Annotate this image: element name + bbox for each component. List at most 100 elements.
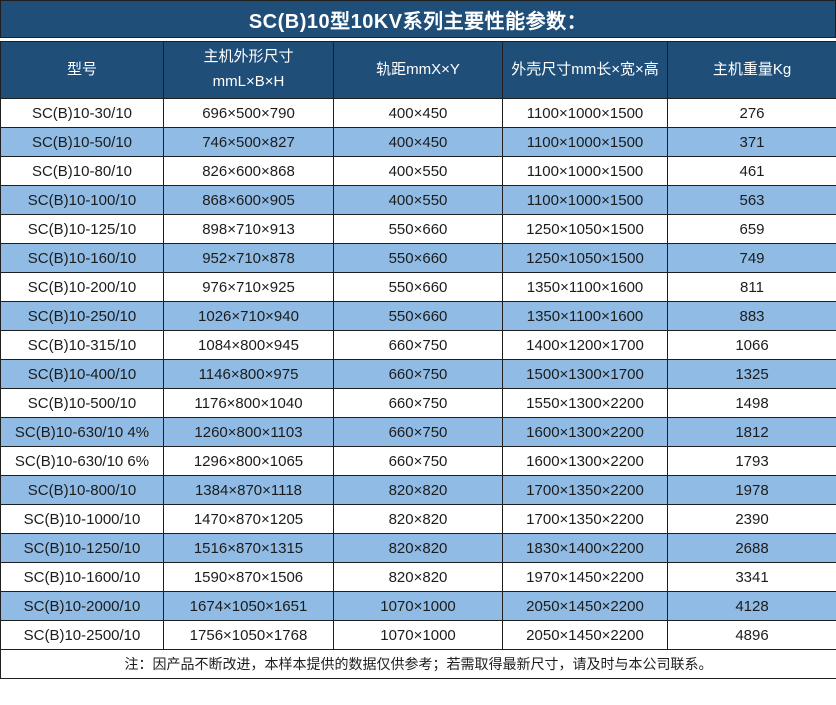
dimensions-cell: 1756×1050×1768 (163, 620, 334, 650)
column-header-5: 主机重量Kg (667, 41, 836, 99)
weight-cell: 461 (667, 156, 836, 186)
column-header-3: 轨距mmX×Y (333, 41, 503, 99)
rail-gauge-cell: 1070×1000 (333, 591, 503, 621)
table-row: SC(B)10-500/10 1176×800×1040 660×750 1550×1… (0, 388, 836, 418)
enclosure-size-cell: 1700×1350×2200 (502, 504, 668, 534)
rail-gauge-cell: 1070×1000 (333, 620, 503, 650)
dimensions-cell: 1590×870×1506 (163, 562, 334, 592)
table-row: SC(B)10-2500/10 1756×1050×1768 1070×1000 20… (0, 620, 836, 650)
dimensions-cell: 1516×870×1315 (163, 533, 334, 563)
enclosure-size-cell: 1100×1000×1500 (502, 98, 668, 128)
weight-cell: 883 (667, 301, 836, 331)
rail-gauge-cell: 660×750 (333, 417, 503, 447)
table-row: SC(B)10-400/10 1146×800×975 660×750 1500×13… (0, 359, 836, 389)
enclosure-size-cell: 1600×1300×2200 (502, 417, 668, 447)
rail-gauge-cell: 400×450 (333, 127, 503, 157)
rail-gauge-cell: 400×450 (333, 98, 503, 128)
weight-cell: 276 (667, 98, 836, 128)
rail-gauge-cell: 660×750 (333, 330, 503, 360)
model-cell: SC(B)10-125/10 (0, 214, 164, 244)
dimensions-cell: 1260×800×1103 (163, 417, 334, 447)
rail-gauge-cell: 660×750 (333, 388, 503, 418)
table-row: SC(B)10-315/10 1084×800×945 660×750 1400×12… (0, 330, 836, 360)
table-header: 型号 主机外形尺寸 mmL×B×H 轨距mmX×Y 外壳尺寸mm长×宽×高 主机重量Kg (0, 41, 836, 99)
enclosure-size-cell: 1970×1450×2200 (502, 562, 668, 592)
model-cell: SC(B)10-200/10 (0, 272, 164, 302)
page-title: SC(B)10型10KV系列主要性能参数： (0, 0, 836, 38)
weight-cell: 2390 (667, 504, 836, 534)
enclosure-size-cell: 2050×1450×2200 (502, 591, 668, 621)
dimensions-cell: 746×500×827 (163, 127, 334, 157)
enclosure-size-cell: 1830×1400×2200 (502, 533, 668, 563)
dimensions-cell: 1026×710×940 (163, 301, 334, 331)
enclosure-size-cell: 1600×1300×2200 (502, 446, 668, 476)
table-row: SC(B)10-100/10 868×600×905 400×550 1100×100… (0, 185, 836, 215)
table-footer: 注：因产品不断改进，本样本提供的数据仅供参考；若需取得最新尺寸，请及时与本公司联… (0, 649, 836, 679)
weight-cell: 1978 (667, 475, 836, 505)
enclosure-size-cell: 1250×1050×1500 (502, 243, 668, 273)
model-cell: SC(B)10-80/10 (0, 156, 164, 186)
model-cell: SC(B)10-100/10 (0, 185, 164, 215)
table-body: SC(B)10-30/10 696×500×790 400×450 1100×1000… (0, 98, 836, 650)
table-row: SC(B)10-200/10 976×710×925 550×660 1350×110… (0, 272, 836, 302)
model-cell: SC(B)10-500/10 (0, 388, 164, 418)
enclosure-size-cell: 1100×1000×1500 (502, 127, 668, 157)
model-cell: SC(B)10-50/10 (0, 127, 164, 157)
rail-gauge-cell: 550×660 (333, 243, 503, 273)
model-cell: SC(B)10-2500/10 (0, 620, 164, 650)
enclosure-size-cell: 1100×1000×1500 (502, 156, 668, 186)
weight-cell: 3341 (667, 562, 836, 592)
column-header-2: 主机外形尺寸 mmL×B×H (163, 41, 334, 99)
table-row: SC(B)10-80/10 826×600×868 400×550 1100×1000… (0, 156, 836, 186)
column-header-1: 型号 (0, 41, 164, 99)
table-row: SC(B)10-800/10 1384×870×1118 820×820 1700×1… (0, 475, 836, 505)
enclosure-size-cell: 1500×1300×1700 (502, 359, 668, 389)
model-cell: SC(B)10-30/10 (0, 98, 164, 128)
weight-cell: 4128 (667, 591, 836, 621)
rail-gauge-cell: 400×550 (333, 185, 503, 215)
table-note-row: 注：因产品不断改进，本样本提供的数据仅供参考；若需取得最新尺寸，请及时与本公司联… (0, 649, 836, 679)
dimensions-cell: 696×500×790 (163, 98, 334, 128)
enclosure-size-cell: 1700×1350×2200 (502, 475, 668, 505)
enclosure-size-cell: 1350×1100×1600 (502, 272, 668, 302)
table-row: SC(B)10-1000/10 1470×870×1205 820×820 1700×… (0, 504, 836, 534)
rail-gauge-cell: 550×660 (333, 214, 503, 244)
enclosure-size-cell: 1250×1050×1500 (502, 214, 668, 244)
weight-cell: 563 (667, 185, 836, 215)
weight-cell: 1793 (667, 446, 836, 476)
dimensions-cell: 1084×800×945 (163, 330, 334, 360)
weight-cell: 659 (667, 214, 836, 244)
table-row: SC(B)10-125/10 898×710×913 550×660 1250×105… (0, 214, 836, 244)
model-cell: SC(B)10-630/10 6% (0, 446, 164, 476)
rail-gauge-cell: 820×820 (333, 475, 503, 505)
rail-gauge-cell: 400×550 (333, 156, 503, 186)
rail-gauge-cell: 820×820 (333, 533, 503, 563)
weight-cell: 371 (667, 127, 836, 157)
weight-cell: 1325 (667, 359, 836, 389)
spec-table: 型号 主机外形尺寸 mmL×B×H 轨距mmX×Y 外壳尺寸mm长×宽×高 主机重量Kg … (0, 41, 836, 679)
model-cell: SC(B)10-2000/10 (0, 591, 164, 621)
weight-cell: 749 (667, 243, 836, 273)
weight-cell: 2688 (667, 533, 836, 563)
dimensions-cell: 826×600×868 (163, 156, 334, 186)
model-cell: SC(B)10-1000/10 (0, 504, 164, 534)
table-row: SC(B)10-1600/10 1590×870×1506 820×820 1970×… (0, 562, 836, 592)
dimensions-cell: 1674×1050×1651 (163, 591, 334, 621)
model-cell: SC(B)10-800/10 (0, 475, 164, 505)
table-row: SC(B)10-50/10 746×500×827 400×450 1100×1000… (0, 127, 836, 157)
rail-gauge-cell: 550×660 (333, 272, 503, 302)
table-row: SC(B)10-30/10 696×500×790 400×450 1100×1000… (0, 98, 836, 128)
weight-cell: 1812 (667, 417, 836, 447)
dimensions-cell: 1384×870×1118 (163, 475, 334, 505)
weight-cell: 4896 (667, 620, 836, 650)
rail-gauge-cell: 550×660 (333, 301, 503, 331)
model-cell: SC(B)10-630/10 4% (0, 417, 164, 447)
table-row: SC(B)10-630/10 4% 1260×800×1103 660×750 160… (0, 417, 836, 447)
dimensions-cell: 1296×800×1065 (163, 446, 334, 476)
model-cell: SC(B)10-400/10 (0, 359, 164, 389)
dimensions-cell: 1470×870×1205 (163, 504, 334, 534)
table-row: SC(B)10-1250/10 1516×870×1315 820×820 1830×… (0, 533, 836, 563)
enclosure-size-cell: 1100×1000×1500 (502, 185, 668, 215)
model-cell: SC(B)10-250/10 (0, 301, 164, 331)
column-header-line: 外壳尺寸mm长×宽×高 (511, 60, 659, 78)
